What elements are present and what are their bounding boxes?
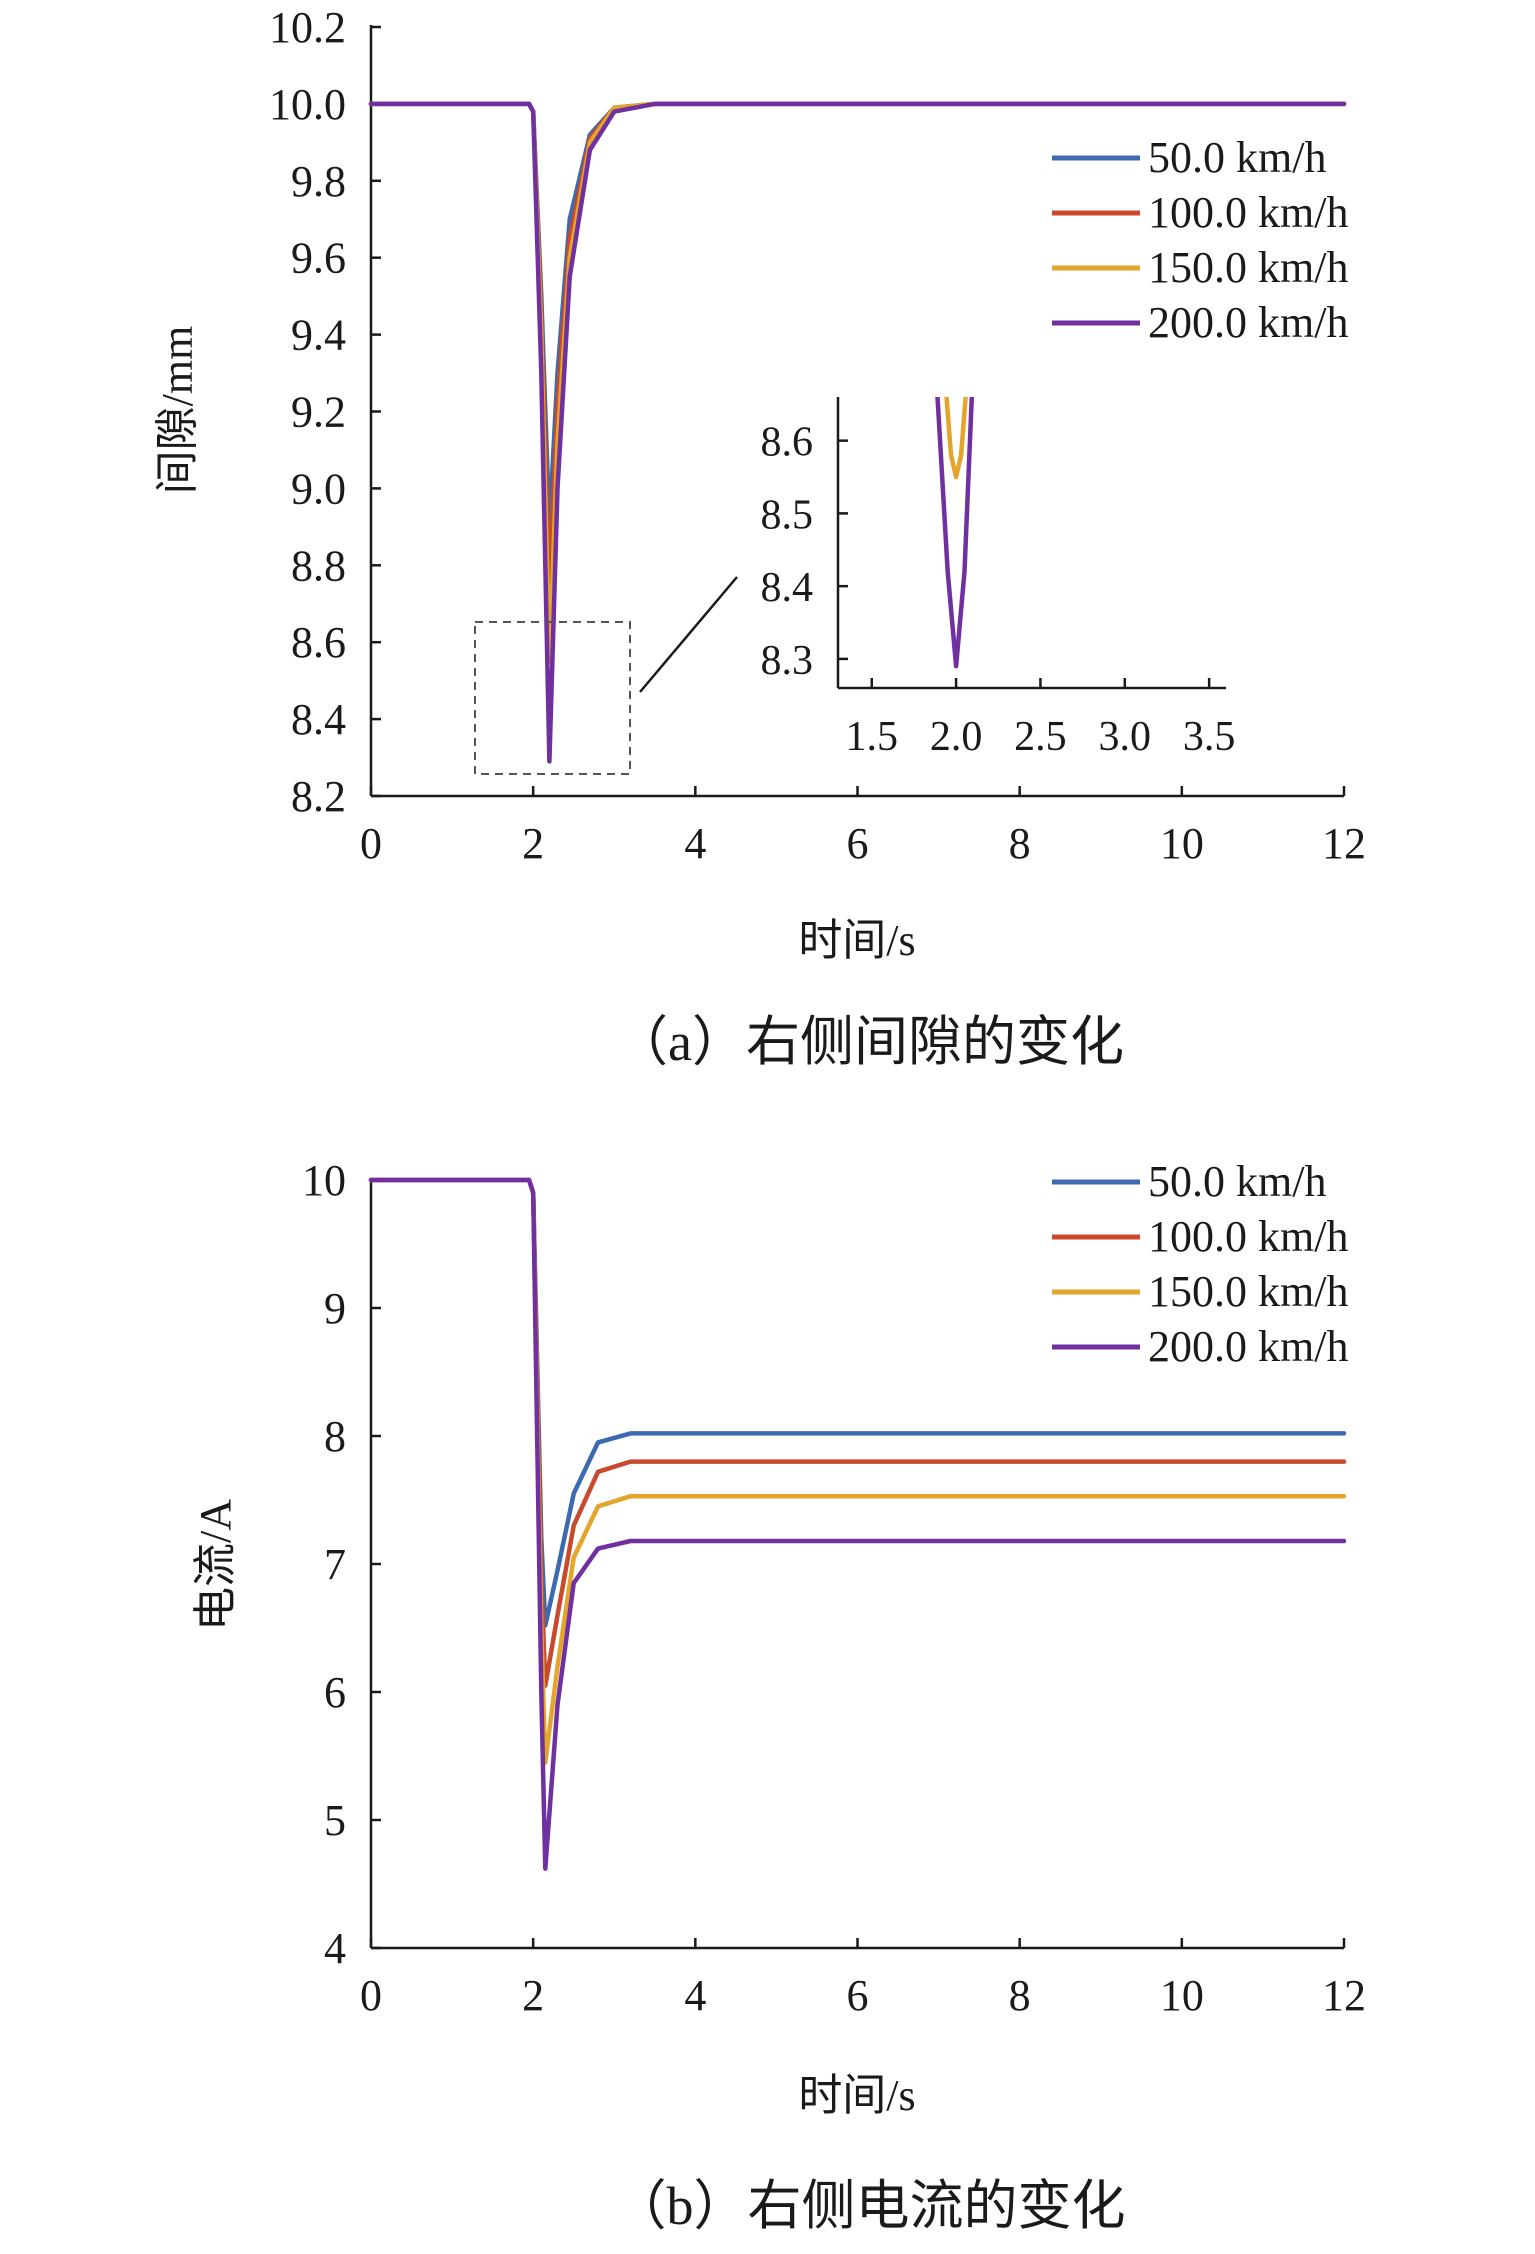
y-tick-label: 10.2 xyxy=(269,3,346,52)
y-tick-label: 10.0 xyxy=(269,80,346,129)
y-tick-label: 8.5 xyxy=(761,492,814,538)
x-tick-label: 10 xyxy=(1160,819,1204,868)
y-tick-label: 8.8 xyxy=(291,541,346,590)
caption-b: （b）右侧电流的变化 xyxy=(613,2176,1126,2236)
zoom-connector-line xyxy=(639,576,738,693)
x-tick-label: 3.0 xyxy=(1099,714,1152,760)
x-tick-label: 1.5 xyxy=(845,714,898,760)
legend-label-100: 100.0 km/h xyxy=(1148,188,1348,237)
series-lines xyxy=(368,101,1347,764)
x-tick-label: 2 xyxy=(522,819,544,868)
legend: 50.0 km/h 100.0 km/h 150.0 km/h 200.0 km… xyxy=(1052,1157,1348,1371)
y-tick-label: 9.8 xyxy=(291,157,346,206)
legend-label-200: 200.0 km/h xyxy=(1148,298,1348,347)
x-tick-label: 6 xyxy=(847,819,869,868)
y-tick-label: 8.3 xyxy=(761,638,814,684)
y-tick-label: 8.6 xyxy=(291,618,346,667)
x-tick-label: 4 xyxy=(684,1971,706,2020)
y-tick-label: 8.2 xyxy=(291,772,346,821)
x-tick-label: 6 xyxy=(847,1971,869,2020)
legend-label-200: 200.0 km/h xyxy=(1148,1322,1348,1371)
x-axis-label: 时间/s xyxy=(798,916,915,965)
series-line-200-0-km-h xyxy=(368,1177,1347,1871)
legend-label-150: 150.0 km/h xyxy=(1148,1267,1348,1316)
inset-x-ticks: 1.5 2.0 2.5 3.0 3.5 xyxy=(845,678,1235,760)
x-tick-label: 10 xyxy=(1160,1971,1204,2020)
y-axis-label: 电流/A xyxy=(191,1499,240,1631)
legend: 50.0 km/h 100.0 km/h 150.0 km/h 200.0 km… xyxy=(1052,133,1348,347)
x-tick-label: 2.0 xyxy=(930,714,983,760)
x-tick-label: 8 xyxy=(1009,1971,1031,2020)
y-tick-label: 9 xyxy=(324,1284,346,1333)
x-tick-label: 0 xyxy=(360,819,382,868)
y-axis-label: 间隙/mm xyxy=(153,326,202,495)
y-tick-label: 8 xyxy=(324,1412,346,1461)
x-axis-label: 时间/s xyxy=(798,2071,915,2120)
legend-label-100: 100.0 km/h xyxy=(1148,1212,1348,1261)
x-tick-label: 3.5 xyxy=(1183,714,1236,760)
y-tick-label: 9.2 xyxy=(291,388,346,437)
y-tick-label: 9.0 xyxy=(291,464,346,513)
y-tick-label: 6 xyxy=(324,1668,346,1717)
y-ticks: 4 5 6 7 8 9 10 xyxy=(302,1156,381,1973)
x-tick-label: 2 xyxy=(522,1971,544,2020)
y-tick-label: 7 xyxy=(324,1540,346,1589)
y-tick-label: 9.4 xyxy=(291,311,346,360)
series-line-200-0-km-h xyxy=(368,101,1347,764)
inset-zoom: 8.3 8.4 8.5 8.6 1.5 2.0 2.5 3.0 3.5 xyxy=(761,397,1235,760)
x-tick-label: 12 xyxy=(1322,1971,1366,2020)
series-lines xyxy=(368,1177,1347,1871)
y-tick-label: 4 xyxy=(324,1924,346,1973)
x-tick-label: 2.5 xyxy=(1014,714,1067,760)
inset-curve-150-0-km-h xyxy=(944,397,968,480)
legend-label-150: 150.0 km/h xyxy=(1148,243,1348,292)
x-ticks: 0 2 4 6 8 10 12 xyxy=(360,786,1366,868)
y-tick-label: 5 xyxy=(324,1796,346,1845)
chart-current: 4 5 6 7 8 9 10 0 2 4 6 8 10 12 电流/A 时间/s 50.0 km/h 1… xyxy=(191,1156,1366,2236)
x-tick-label: 8 xyxy=(1009,819,1031,868)
inset-curves xyxy=(935,397,975,669)
x-ticks: 0 2 4 6 8 10 12 xyxy=(360,1938,1366,2020)
x-tick-label: 12 xyxy=(1322,819,1366,868)
y-tick-label: 10 xyxy=(302,1156,346,1205)
y-tick-label: 8.6 xyxy=(761,420,814,466)
zoom-region-box xyxy=(474,621,631,775)
inset-curve-200-0-km-h xyxy=(935,397,975,669)
x-tick-label: 4 xyxy=(684,819,706,868)
legend-label-50: 50.0 km/h xyxy=(1148,1157,1326,1206)
x-tick-label: 0 xyxy=(360,1971,382,2020)
caption-a: （a）右侧间隙的变化 xyxy=(614,1012,1124,1072)
y-tick-label: 8.4 xyxy=(761,565,814,611)
chart-gap: 8.2 8.4 8.6 8.8 9.0 9.2 9.4 9.6 9.8 10.0 10.2 0 2 4 6… xyxy=(153,3,1366,1072)
y-tick-label: 8.4 xyxy=(291,695,346,744)
y-ticks: 8.2 8.4 8.6 8.8 9.0 9.2 9.4 9.6 9.8 10.0 10.2 xyxy=(269,3,381,821)
y-tick-label: 9.6 xyxy=(291,234,346,283)
inset-y-ticks: 8.3 8.4 8.5 8.6 xyxy=(761,420,848,684)
legend-label-50: 50.0 km/h xyxy=(1148,133,1326,182)
